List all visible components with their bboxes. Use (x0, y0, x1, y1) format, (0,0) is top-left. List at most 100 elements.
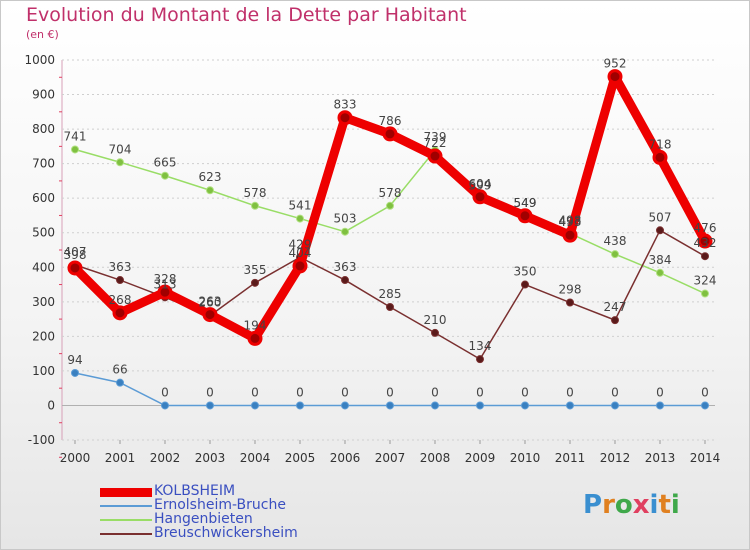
chart-title: Evolution du Montant de la Dette par Hab… (26, 4, 467, 26)
data-label: 247 (604, 300, 627, 314)
data-point (116, 158, 124, 167)
data-point (157, 284, 173, 300)
data-point (341, 227, 349, 236)
data-point (562, 227, 578, 243)
logo-letter: t (658, 490, 671, 520)
logo-letter: r (602, 490, 615, 520)
data-point (697, 233, 713, 249)
data-label: 94 (67, 353, 82, 367)
data-point (701, 401, 709, 410)
data-label: 0 (251, 385, 259, 399)
x-tick-label: 2000 (60, 451, 91, 465)
data-point (701, 289, 709, 298)
data-label: 0 (521, 385, 529, 399)
data-point (202, 307, 218, 323)
data-label: 0 (656, 385, 664, 399)
data-label: 363 (109, 260, 132, 274)
x-tick-label: 2004 (240, 451, 271, 465)
data-point (116, 378, 124, 387)
data-point (292, 258, 308, 274)
data-label: 503 (334, 212, 357, 226)
data-label: 578 (379, 186, 402, 200)
data-point (382, 126, 398, 142)
data-point (247, 330, 263, 346)
data-point (656, 268, 664, 277)
data-label: 0 (701, 385, 709, 399)
y-tick-label: 1000 (24, 53, 55, 67)
data-point (71, 368, 79, 377)
proxiti-logo: Proxiti (583, 490, 680, 520)
data-point (386, 401, 394, 410)
data-label: 704 (109, 142, 132, 156)
data-point (607, 69, 623, 85)
legend-label: Hangenbieten (154, 511, 253, 527)
data-point (206, 186, 214, 195)
data-label: 786 (379, 114, 402, 128)
data-label: 407 (64, 245, 87, 259)
logo-letter: i (649, 490, 659, 520)
data-label: 285 (379, 287, 402, 301)
y-tick-label: 900 (32, 88, 55, 102)
data-point (341, 401, 349, 410)
data-label: 623 (199, 170, 222, 184)
data-point (251, 401, 259, 410)
data-point (566, 401, 574, 410)
data-label: 298 (559, 283, 582, 297)
data-label: 194 (244, 318, 267, 332)
data-point (611, 250, 619, 259)
x-tick-label: 2005 (285, 451, 316, 465)
legend-label: Breuschwickersheim (154, 525, 298, 541)
y-tick-label: 200 (32, 329, 55, 343)
data-label: 718 (649, 137, 672, 151)
data-label: 432 (694, 236, 717, 250)
data-label: 0 (341, 385, 349, 399)
data-label: 498 (559, 213, 582, 227)
data-point (161, 401, 169, 410)
x-tick-label: 2008 (420, 451, 451, 465)
data-point (337, 110, 353, 126)
data-label: 604 (469, 177, 492, 191)
data-point (71, 145, 79, 154)
data-point (251, 201, 259, 210)
y-tick-label: 0 (47, 398, 55, 412)
x-tick-label: 2014 (690, 451, 721, 465)
data-point (521, 280, 529, 289)
x-tick-label: 2012 (600, 451, 631, 465)
data-point (116, 276, 124, 285)
data-label: 0 (476, 385, 484, 399)
data-label: 263 (199, 295, 222, 309)
data-label: 210 (424, 313, 447, 327)
data-point (476, 401, 484, 410)
data-point (67, 260, 83, 276)
data-point (656, 226, 664, 235)
data-point (517, 208, 533, 224)
y-tick-label: 400 (32, 260, 55, 274)
legend-swatch (100, 487, 152, 497)
data-label: 665 (154, 156, 177, 170)
data-point (656, 401, 664, 410)
data-point (472, 189, 488, 205)
data-label: 549 (514, 196, 537, 210)
logo-letter: i (670, 490, 680, 520)
data-label: 549 (514, 196, 537, 210)
data-point (386, 303, 394, 311)
logo-letter: P (583, 490, 603, 520)
data-label: 578 (244, 186, 267, 200)
y-tick-label: 100 (32, 364, 55, 378)
data-label: 0 (386, 385, 394, 399)
x-tick-label: 2009 (465, 451, 496, 465)
data-label: 833 (334, 98, 357, 112)
legend-label: KOLBSHEIM (154, 483, 236, 499)
data-label: 507 (649, 210, 672, 224)
data-label: 268 (109, 293, 132, 307)
x-tick-label: 2003 (195, 451, 226, 465)
data-label: 0 (296, 385, 304, 399)
data-point (476, 355, 484, 364)
data-point (386, 201, 394, 210)
data-point (566, 298, 574, 307)
data-label: 384 (649, 253, 672, 267)
legend-swatch (100, 533, 152, 535)
logo-letter: o (614, 490, 633, 520)
data-label: 0 (161, 385, 169, 399)
